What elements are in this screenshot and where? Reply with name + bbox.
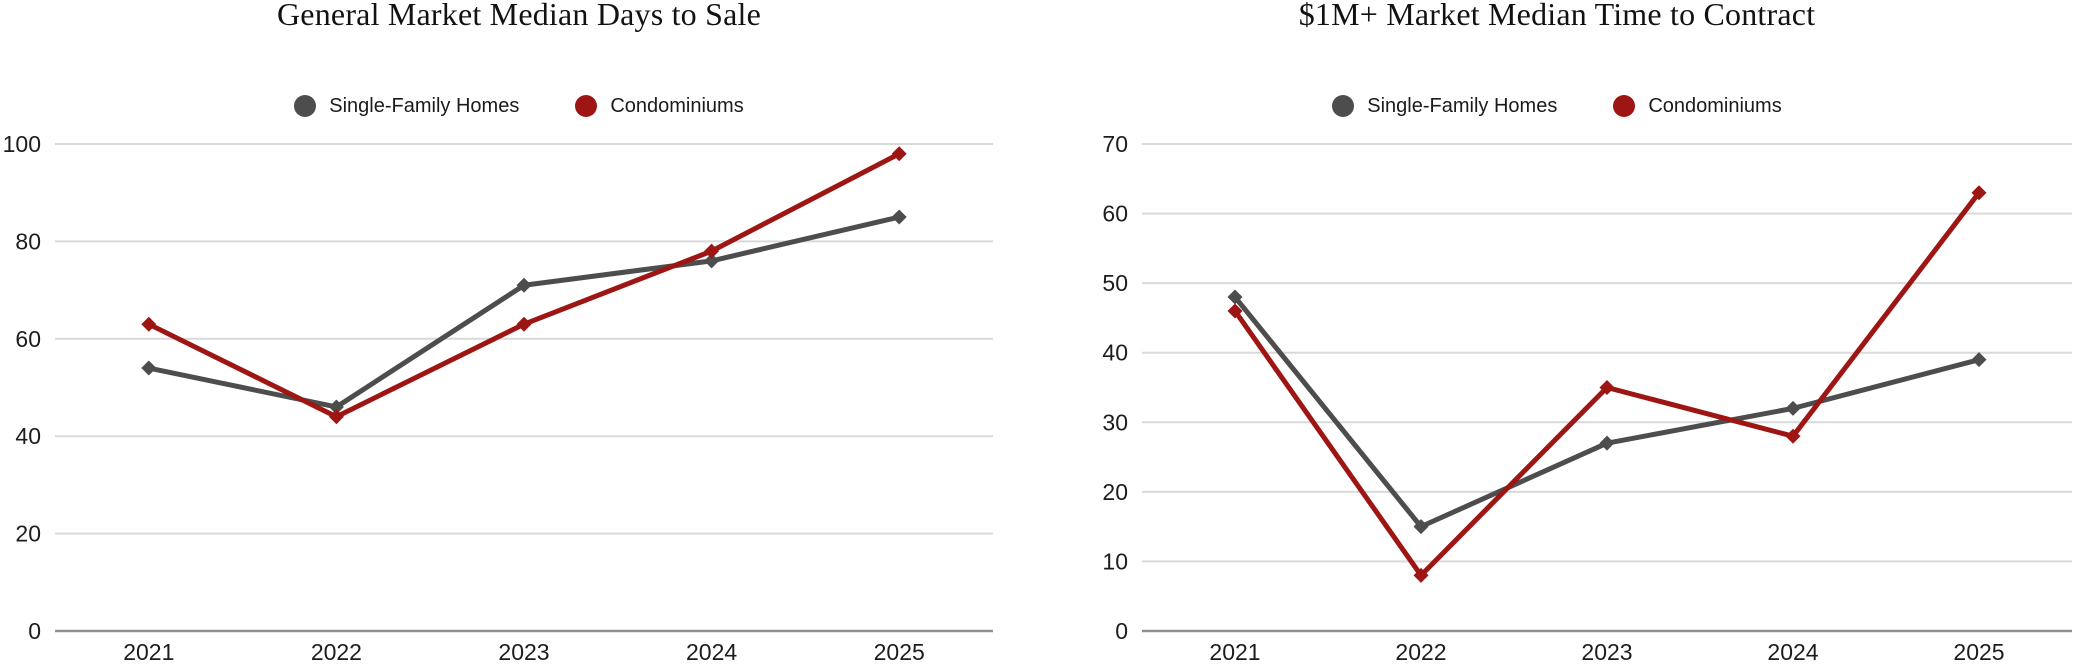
data-point-marker	[1599, 380, 1615, 395]
legend-label: Single-Family Homes	[329, 94, 520, 117]
data-point-marker	[1971, 185, 1987, 201]
x-tick-label: 2025	[874, 639, 925, 665]
data-point-marker	[1785, 400, 1801, 416]
data-point-marker	[704, 243, 720, 259]
x-tick-label: 2022	[311, 639, 362, 665]
legend-item-single-family: Single-Family Homes	[1332, 95, 1557, 118]
y-tick-label: 20	[15, 521, 41, 547]
legend-circle-icon	[1332, 95, 1355, 117]
data-point-marker	[328, 399, 344, 415]
data-point-marker	[516, 277, 532, 293]
legend-circle-icon	[575, 95, 598, 117]
y-tick-label: 60	[15, 326, 41, 352]
x-tick-label: 2023	[1581, 639, 1632, 665]
data-point-marker	[1413, 519, 1429, 535]
y-tick-label: 100	[3, 131, 41, 157]
data-point-marker	[891, 209, 907, 225]
x-tick-label: 2021	[123, 639, 174, 665]
data-point-marker	[1971, 352, 1987, 368]
legend: Single-Family Homes Condominiums	[0, 88, 1038, 124]
line-chart-general-market: 0 20 40 60 80 100 2021 2022 2023 2024 2025	[3, 131, 993, 665]
y-tick-label: 40	[1102, 340, 1128, 366]
line-chart-1m-market: 0 10 20 30 40 50 60 70 2021 2022 2023 2024 2025	[1102, 131, 2072, 665]
x-tick-label: 2025	[1953, 639, 2004, 665]
data-point-marker	[328, 409, 344, 425]
y-tick-label: 60	[1102, 201, 1128, 227]
legend-item-single-family: Single-Family Homes	[294, 95, 519, 118]
legend-label: Single-Family Homes	[1367, 94, 1558, 117]
chart-title-1m-market: $1M+ Market Median Time to Contract	[1298, 0, 1816, 32]
y-tick-label: 10	[1102, 548, 1128, 574]
x-tick-label: 2023	[498, 639, 549, 665]
legend-item-condominiums: Condominiums	[1613, 94, 1782, 118]
y-tick-label: 40	[15, 423, 41, 449]
legend-item-condominiums: Condominiums	[575, 94, 744, 118]
data-point-marker	[516, 316, 532, 332]
x-tick-label: 2021	[1209, 639, 1260, 665]
data-point-marker	[1785, 428, 1801, 444]
legend: Single-Family Homes Condominiums	[1038, 88, 2076, 124]
y-tick-label: 30	[1102, 409, 1128, 435]
chart-1m-market: $1M+ Market Median Time to Contract Sing…	[1038, 0, 2076, 665]
chart-title-general-market: General Market Median Days to Sale	[277, 0, 761, 32]
data-point-marker	[1227, 289, 1243, 305]
chart-general-market: General Market Median Days to Sale Singl…	[0, 0, 1038, 665]
data-point-marker	[141, 360, 157, 376]
x-tick-label: 2024	[686, 639, 737, 665]
data-point-marker	[704, 253, 720, 269]
y-tick-label: 80	[15, 228, 41, 254]
data-point-marker	[891, 146, 907, 162]
y-tick-label: 20	[1102, 479, 1128, 505]
y-tick-label: 50	[1102, 270, 1128, 296]
y-tick-label: 0	[1115, 618, 1128, 644]
legend-circle-icon	[294, 95, 317, 117]
data-point-marker	[1413, 567, 1429, 583]
legend-circle-icon	[1613, 95, 1636, 117]
legend-label: Condominiums	[1648, 94, 1782, 117]
x-tick-label: 2024	[1767, 639, 1818, 665]
x-tick-label: 2022	[1395, 639, 1446, 665]
data-point-marker	[1227, 303, 1243, 319]
y-tick-label: 70	[1102, 131, 1128, 157]
data-point-marker	[141, 316, 157, 332]
legend-label: Condominiums	[610, 94, 744, 117]
data-point-marker	[1599, 435, 1615, 451]
y-tick-label: 0	[28, 618, 41, 644]
